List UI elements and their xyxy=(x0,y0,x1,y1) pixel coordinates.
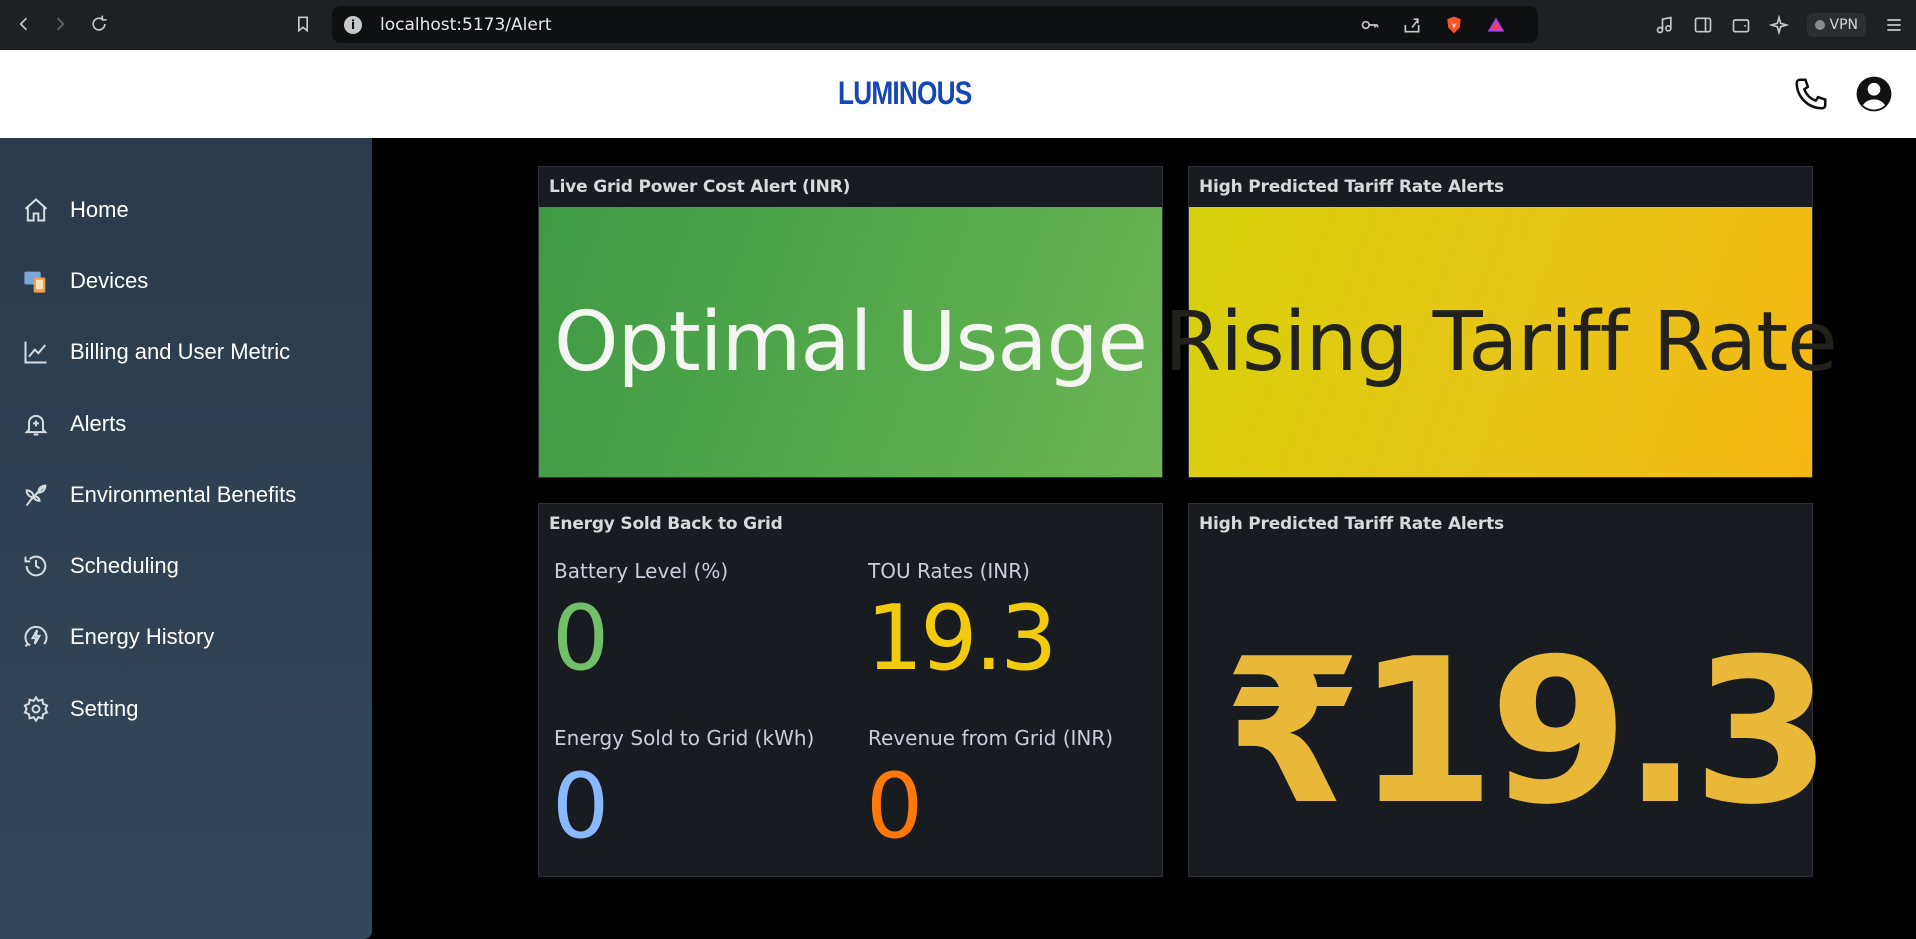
url-text[interactable]: localhost:5173/Alert xyxy=(380,14,552,35)
tariff-status-box: Rising Tariff Rate xyxy=(1164,207,1838,477)
phone-icon[interactable] xyxy=(1792,75,1830,113)
battery-level-value: 0 xyxy=(552,586,609,691)
vpn-status-icon xyxy=(1814,20,1825,30)
sidebar-item-devices[interactable]: Devices xyxy=(22,261,148,301)
chart-line-icon xyxy=(24,341,47,364)
grid-cost-alert-panel: Live Grid Power Cost Alert (INR) Optimal… xyxy=(538,166,1163,478)
share-icon[interactable] xyxy=(1402,15,1422,35)
devices-icon xyxy=(24,271,46,293)
sidebar-item-label: Billing and User Metric xyxy=(70,339,291,364)
stat-label: Energy Sold to Grid (kWh) xyxy=(554,726,815,750)
energy-icon xyxy=(24,625,48,648)
sidebar-item-billing[interactable]: Billing and User Metric xyxy=(22,332,290,372)
user-account-icon[interactable] xyxy=(1855,75,1893,113)
leaf-icon xyxy=(25,484,47,507)
sidebar-item-home[interactable]: Home xyxy=(22,190,129,230)
sidebar-item-label: Environmental Benefits xyxy=(70,482,297,507)
leo-ai-icon[interactable] xyxy=(1768,15,1789,35)
panel-title[interactable]: Energy Sold Back to Grid xyxy=(549,514,783,534)
sidebar-item-environmental[interactable]: Environmental Benefits xyxy=(22,475,296,515)
sidebar-item-label: Alerts xyxy=(70,411,127,436)
reload-icon[interactable] xyxy=(81,6,117,42)
vpn-button[interactable]: VPN xyxy=(1806,13,1866,37)
bookmark-icon[interactable] xyxy=(285,6,321,42)
panel-title[interactable]: Live Grid Power Cost Alert (INR) xyxy=(549,177,851,197)
panel-title[interactable]: High Predicted Tariff Rate Alerts xyxy=(1199,177,1504,197)
sidebar-item-label: Devices xyxy=(70,268,149,293)
energy-sold-panel: Energy Sold Back to Grid Battery Level (… xyxy=(538,503,1163,877)
sidebar-item-scheduling[interactable]: Scheduling xyxy=(22,546,179,586)
sidebar-item-label: Scheduling xyxy=(70,553,179,578)
brand-logo[interactable]: LUMINOUS xyxy=(838,75,972,111)
tariff-alert-panel: High Predicted Tariff Rate Alerts Rising… xyxy=(1164,166,1838,478)
stat-label: Battery Level (%) xyxy=(554,559,729,583)
back-icon[interactable] xyxy=(6,6,42,42)
browser-toolbar: i localhost:5173/Alert VPN xyxy=(0,0,1916,50)
sidebar-toggle-icon[interactable] xyxy=(1693,15,1713,35)
home-icon xyxy=(24,198,48,222)
sidebar-item-alerts[interactable]: Alerts xyxy=(22,404,126,444)
tariff-status-value: Rising Tariff Rate xyxy=(1164,294,1837,390)
energy-sold-value: 0 xyxy=(552,754,609,859)
stat-label: Revenue from Grid (INR) xyxy=(868,726,1114,750)
tariff-rate-value: ₹19.3 xyxy=(1223,616,1832,849)
key-icon[interactable] xyxy=(1360,15,1380,35)
app-header: LUMINOUS xyxy=(0,50,1916,138)
forward-icon[interactable] xyxy=(42,6,78,42)
sidebar-item-label: Energy History xyxy=(70,624,215,649)
revenue-value: 0 xyxy=(866,754,923,859)
sidebar-item-label: Home xyxy=(70,197,129,222)
panel-title[interactable]: High Predicted Tariff Rate Alerts xyxy=(1199,514,1504,534)
tou-rates-value: 19.3 xyxy=(866,586,1057,691)
site-info-icon[interactable]: i xyxy=(344,15,362,34)
history-icon xyxy=(24,555,47,577)
grid-cost-status-value: Optimal Usage xyxy=(554,294,1148,390)
gear-icon xyxy=(23,695,49,723)
address-bar[interactable]: i localhost:5173/Alert xyxy=(332,6,1538,43)
tariff-value-panel: High Predicted Tariff Rate Alerts ₹19.3 xyxy=(1188,503,1832,877)
menu-icon[interactable] xyxy=(1884,15,1904,35)
stat-label: TOU Rates (INR) xyxy=(868,559,1030,583)
sidebar-item-setting[interactable]: Setting xyxy=(22,689,139,729)
sidebar: Home Devices Billing and User Metric Ale… xyxy=(0,138,372,939)
brave-rewards-icon[interactable] xyxy=(1486,15,1506,35)
brave-shield-icon[interactable] xyxy=(1444,15,1464,35)
music-icon[interactable] xyxy=(1655,15,1675,35)
wallet-icon[interactable] xyxy=(1731,15,1751,35)
sidebar-item-label: Setting xyxy=(70,696,139,721)
sidebar-item-energy-history[interactable]: Energy History xyxy=(22,617,214,657)
grid-cost-status-box: Optimal Usage xyxy=(539,207,1162,477)
bell-icon xyxy=(24,414,48,436)
vpn-label: VPN xyxy=(1829,17,1859,33)
